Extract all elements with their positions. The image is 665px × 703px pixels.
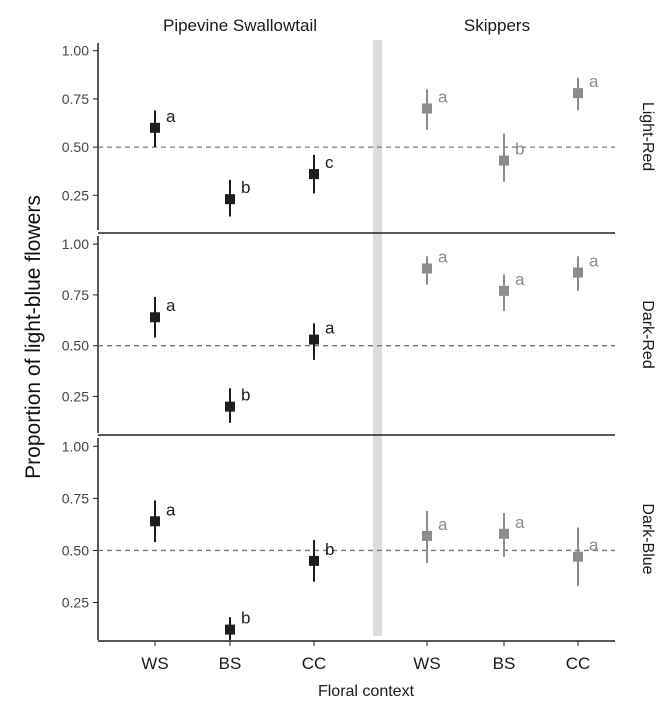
- significance-letter: a: [325, 319, 335, 338]
- y-tick-label: 0.50: [62, 542, 89, 558]
- significance-letter: a: [515, 270, 525, 289]
- y-tick-label: 1.00: [62, 438, 89, 454]
- significance-letter: a: [166, 296, 176, 315]
- data-point: [573, 88, 583, 99]
- significance-letter: a: [166, 107, 176, 126]
- data-point: [225, 194, 235, 205]
- significance-letter: b: [241, 178, 250, 197]
- significance-letter: b: [241, 609, 250, 628]
- y-tick-label: 0.75: [62, 91, 89, 107]
- significance-letter: b: [241, 386, 250, 405]
- data-point: [150, 312, 160, 323]
- data-point: [422, 103, 432, 114]
- significance-letter: a: [515, 513, 525, 532]
- data-point: [309, 334, 319, 345]
- row-strip-label: Dark-Red: [639, 300, 656, 368]
- significance-letter: a: [438, 515, 448, 534]
- data-point: [573, 267, 583, 278]
- data-point: [499, 528, 509, 539]
- data-point: [150, 516, 160, 527]
- y-tick-label: 1.00: [62, 43, 89, 59]
- data-point: [309, 555, 319, 566]
- significance-letter: a: [438, 247, 448, 266]
- y-tick-label: 0.50: [62, 139, 89, 155]
- significance-letter: b: [325, 540, 334, 559]
- significance-letter: a: [166, 500, 176, 519]
- significance-letter: a: [438, 88, 448, 107]
- data-point: [225, 401, 235, 412]
- data-point: [225, 624, 235, 635]
- y-tick-label: 0.75: [62, 490, 89, 506]
- row-strip-label: Light-Red: [639, 102, 656, 171]
- y-tick-label: 0.25: [62, 388, 89, 404]
- significance-letter: a: [589, 72, 599, 91]
- x-axis-title: Floral context: [318, 683, 415, 700]
- column-title-2: Skippers: [464, 16, 530, 35]
- data-point: [499, 285, 509, 296]
- significance-letter: a: [589, 536, 599, 555]
- data-point: [573, 551, 583, 562]
- y-tick-label: 0.25: [62, 595, 89, 611]
- y-tick-label: 1.00: [62, 236, 89, 252]
- data-point: [150, 122, 160, 133]
- data-point: [422, 263, 432, 274]
- x-tick-label: CC: [302, 654, 327, 673]
- column-separator: [373, 40, 382, 636]
- y-tick-label: 0.75: [62, 287, 89, 303]
- column-title-1: Pipevine Swallowtail: [163, 16, 317, 35]
- y-tick-label: 0.50: [62, 338, 89, 354]
- significance-letter: a: [589, 252, 599, 271]
- data-point: [422, 530, 432, 541]
- x-tick-label: WS: [413, 654, 440, 673]
- x-tick-label: BS: [219, 654, 242, 673]
- x-tick-label: WS: [141, 654, 168, 673]
- significance-letter: c: [325, 153, 334, 172]
- x-tick-label: BS: [493, 654, 516, 673]
- significance-letter: b: [515, 140, 524, 159]
- x-tick-label: CC: [566, 654, 591, 673]
- y-tick-label: 0.25: [62, 187, 89, 203]
- y-axis-title: Proportion of light-blue flowers: [22, 195, 45, 479]
- data-point: [499, 155, 509, 166]
- row-strip-label: Dark-Blue: [639, 503, 656, 574]
- data-point: [309, 169, 319, 180]
